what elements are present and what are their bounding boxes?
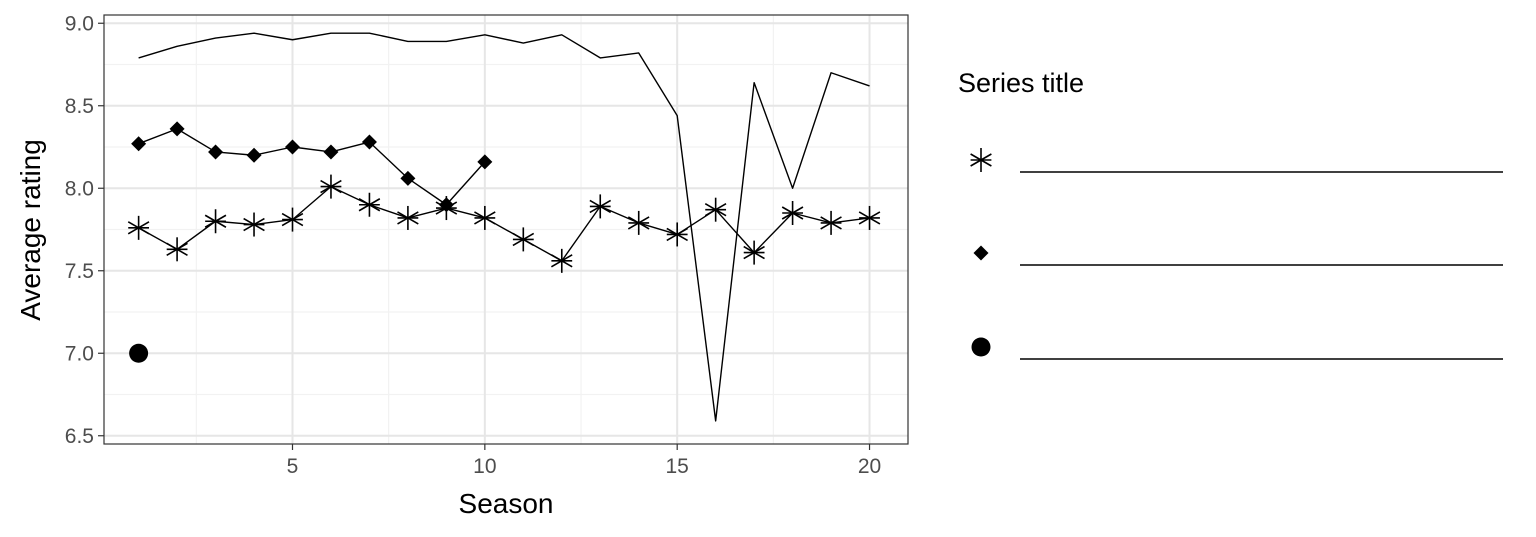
data-point-asterisk [858,205,881,230]
x-tick-label: 5 [287,455,299,478]
data-point-asterisk [243,212,265,237]
data-point-asterisk [820,210,842,235]
x-tick-label: 20 [858,455,881,478]
data-point-diamond [284,139,300,155]
x-axis: 5 10 15 20 [287,444,881,478]
data-point-asterisk [589,194,612,219]
data-point-asterisk [127,215,150,240]
y-tick-label: 8.5 [65,95,94,118]
y-tick-label: 7.5 [65,260,94,283]
data-point-asterisk [397,205,419,230]
data-point-asterisk [358,192,381,217]
y-axis-title: Average rating [15,139,46,321]
data-point-asterisk [512,227,535,252]
data-point-asterisk [627,210,650,235]
data-point-asterisk [666,222,688,247]
legend-title: Series title [958,68,1084,98]
data-point-asterisk [474,205,496,230]
data-point-diamond [208,144,224,160]
y-tick-label: 6.5 [65,425,94,448]
data-point-diamond [361,134,377,150]
data-point-asterisk [204,209,227,234]
y-tick-label: 9.0 [65,12,94,35]
data-point-asterisk [281,207,304,232]
data-point-diamond [246,147,262,163]
data-point-circle [129,343,149,363]
data-point-diamond [400,170,416,186]
x-axis-title: Season [459,488,554,519]
grid-minor [104,15,908,444]
series-line-2 [138,128,486,206]
x-tick-label: 10 [473,455,496,478]
data-point-diamond [323,144,339,160]
legend: Series title [958,68,1503,360]
data-point-asterisk [320,174,342,199]
y-axis: 6.5 7.0 7.5 8.0 8.5 9.0 [65,12,104,448]
data-point-diamond [131,136,147,152]
series-line-3 [138,185,870,262]
y-tick-label: 8.0 [65,177,94,200]
data-point-diamond [477,154,493,170]
panel-border [103,14,909,445]
data-point-diamond [169,121,185,137]
series-layer [127,32,881,422]
data-point-asterisk [781,201,804,225]
data-point-asterisk [550,248,573,273]
data-point-asterisk [435,196,458,221]
data-point-asterisk [743,240,765,265]
data-point-asterisk [704,197,727,222]
legend-key-asterisk [970,148,992,172]
x-tick-label: 15 [666,455,689,478]
series-line-1 [138,32,870,422]
legend-key-circle [971,337,991,357]
y-tick-label: 7.0 [65,342,94,365]
legend-key-diamond [973,245,989,261]
data-point-asterisk [166,237,188,262]
